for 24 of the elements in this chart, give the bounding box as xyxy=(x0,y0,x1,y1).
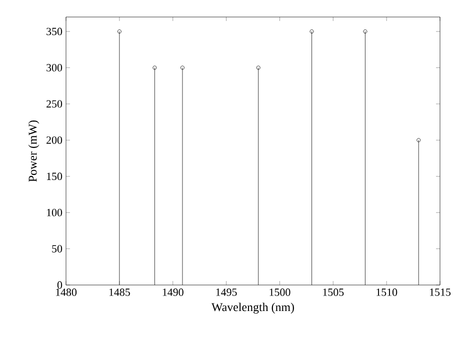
point xyxy=(117,29,122,34)
y-tick-label: 100 xyxy=(47,208,62,216)
point xyxy=(152,66,157,70)
point xyxy=(363,29,368,34)
y-axis-title: Power (mW) xyxy=(28,120,40,182)
y-tick-label: 350 xyxy=(46,28,62,36)
y-tick-label: 250 xyxy=(46,100,62,108)
point xyxy=(180,66,184,70)
y-tick-label: 200 xyxy=(46,136,62,144)
x-tick-label: 1485 xyxy=(109,288,130,296)
y-tick-label: 150 xyxy=(47,172,62,180)
y-tick-label: 300 xyxy=(46,64,62,72)
point xyxy=(256,66,260,70)
point xyxy=(310,29,314,34)
x-tick-label: 1495 xyxy=(216,288,237,296)
y-tick-label: 0 xyxy=(57,281,62,289)
x-tick-label: 1490 xyxy=(162,288,184,296)
y-tick-label: 50 xyxy=(52,245,62,252)
x-tick-label: 1510 xyxy=(376,288,398,296)
x-tick-label: 1505 xyxy=(323,288,344,296)
x-tick-label: 1515 xyxy=(430,288,451,296)
x-axis-title: Wavelength (nm) xyxy=(212,302,294,314)
x-tick-label: 1500 xyxy=(270,288,290,296)
x-tick-label: 1480 xyxy=(56,288,77,296)
